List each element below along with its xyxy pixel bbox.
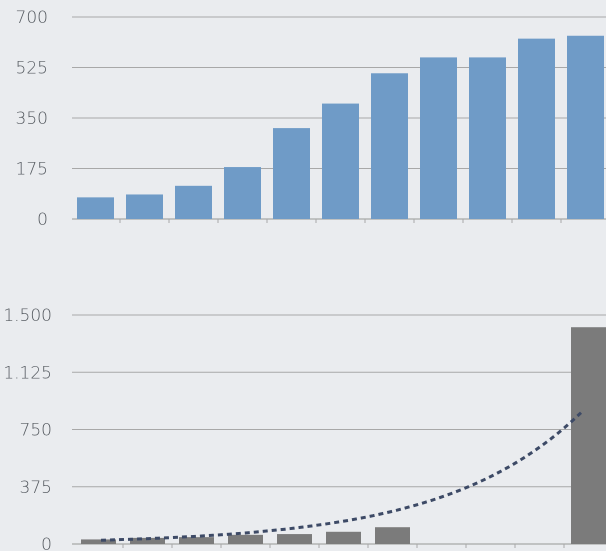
top-bar-chart: 0 175 350 525 700 — [16, 8, 606, 230]
bottom-grid — [72, 314, 606, 545]
top-bar — [420, 57, 457, 220]
top-bar — [518, 38, 555, 220]
top-y-tick-label: 0 — [37, 210, 48, 230]
top-bar — [77, 197, 114, 219]
top-bars — [77, 35, 604, 220]
top-y-tick-label: 700 — [16, 8, 48, 28]
bottom-bar — [277, 534, 312, 544]
bottom-y-tick-labels: 0 375 750 1.125 1.500 — [3, 306, 52, 551]
top-x-ticks — [119, 219, 562, 223]
bottom-bars — [81, 327, 606, 544]
top-bar — [322, 103, 359, 219]
bottom-bar — [228, 534, 263, 544]
bottom-y-tick-label: 375 — [20, 478, 52, 498]
bottom-bar — [326, 531, 361, 544]
bottom-y-tick-label: 750 — [20, 421, 52, 441]
bottom-bar — [130, 537, 165, 544]
top-bar — [126, 194, 163, 219]
top-bar — [567, 35, 604, 219]
bottom-y-tick-label: 1.125 — [3, 363, 52, 383]
top-y-tick-label: 350 — [16, 109, 48, 129]
bottom-x-ticks — [122, 544, 565, 548]
top-y-tick-label: 525 — [16, 59, 48, 79]
top-bar — [224, 167, 261, 219]
bottom-bar — [81, 539, 116, 544]
top-bar — [371, 73, 408, 220]
bottom-trendline — [100, 411, 583, 542]
top-y-tick-label: 175 — [16, 160, 48, 180]
top-bar — [469, 57, 506, 220]
top-bar — [175, 185, 212, 219]
bottom-bar — [375, 527, 410, 544]
bottom-y-tick-label: 0 — [41, 535, 52, 551]
bottom-bar-chart: 0 375 750 1.125 1.500 — [3, 306, 606, 551]
bottom-bar — [571, 327, 606, 544]
bottom-bar — [179, 537, 214, 544]
bottom-y-tick-label: 1.500 — [3, 306, 52, 326]
top-bar — [273, 128, 310, 219]
top-y-tick-labels: 0 175 350 525 700 — [16, 8, 48, 230]
